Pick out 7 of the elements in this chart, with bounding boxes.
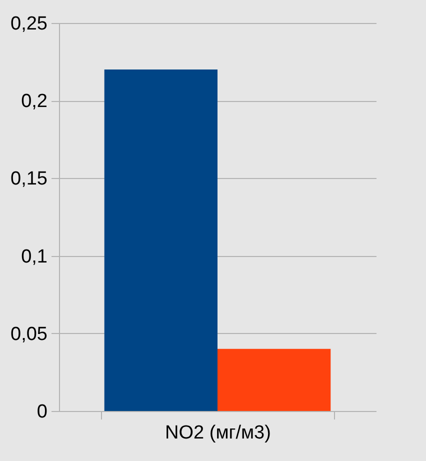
y-tick-label: 0,25: [10, 14, 48, 34]
y-tick-label: 0,2: [21, 91, 48, 112]
y-tick-label: 0,1: [21, 246, 48, 268]
y-tick-label: 0,05: [10, 324, 48, 345]
y-tick-label: 0,15: [10, 168, 48, 190]
x-tick-label: NO2 (мг/м3): [165, 422, 271, 444]
y-tick-label: 0: [36, 402, 48, 422]
